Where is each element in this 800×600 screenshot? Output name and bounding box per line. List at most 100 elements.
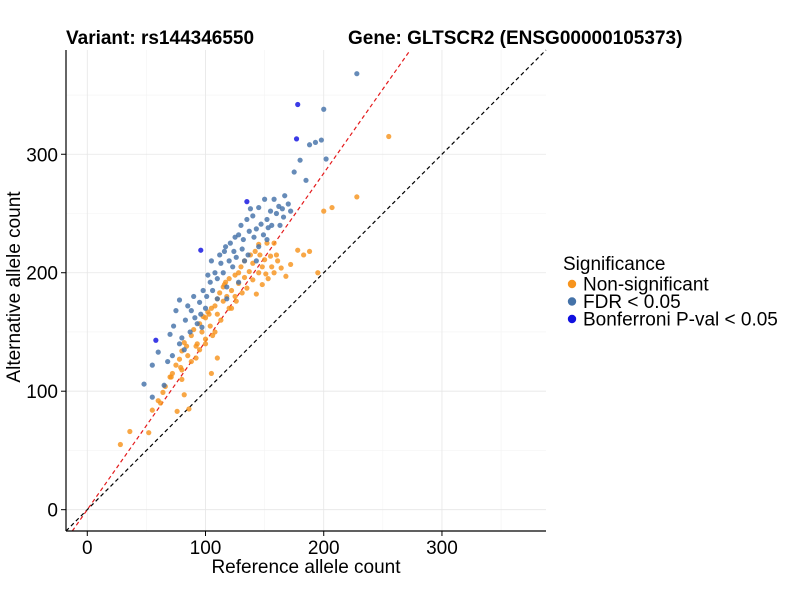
point-non-significant	[265, 276, 271, 282]
point-non-significant	[146, 430, 152, 436]
point-fdr-0-05	[323, 156, 329, 162]
point-fdr-0-05	[192, 315, 198, 321]
point-non-significant	[271, 240, 277, 246]
point-fdr-0-05	[297, 157, 303, 163]
point-non-significant	[173, 362, 179, 368]
chart-title-gene: Gene: GLTSCR2 (ENSG00000105373)	[348, 28, 682, 49]
legend-key-fdr-0-05	[567, 297, 577, 306]
point-non-significant	[228, 287, 235, 294]
point-fdr-0-05	[251, 234, 257, 240]
point-fdr-0-05	[210, 287, 216, 294]
point-non-significant	[267, 253, 274, 259]
point-fdr-0-05	[149, 362, 155, 368]
point-non-significant	[262, 257, 268, 263]
point-non-significant	[321, 208, 327, 214]
point-fdr-0-05	[236, 232, 242, 238]
point-non-significant	[288, 261, 294, 268]
point-fdr-0-05	[185, 303, 191, 309]
point-non-significant	[239, 290, 245, 296]
point-non-significant	[315, 270, 321, 276]
point-non-significant	[199, 329, 205, 335]
point-fdr-0-05	[200, 287, 206, 294]
point-fdr-0-05	[280, 214, 287, 220]
point-non-significant	[233, 298, 239, 304]
point-fdr-0-05	[155, 349, 161, 355]
x-tick-label: 100	[190, 538, 222, 559]
point-non-significant	[185, 353, 191, 359]
point-non-significant	[263, 271, 269, 277]
legend-key-non-significant	[567, 279, 577, 289]
point-non-significant	[354, 194, 360, 200]
point-fdr-0-05	[214, 296, 220, 302]
point-fdr-0-05	[161, 382, 167, 388]
point-fdr-0-05	[167, 331, 173, 337]
point-bonferroni-p-val-0-05	[244, 199, 250, 205]
point-fdr-0-05	[173, 308, 179, 314]
point-fdr-0-05	[223, 244, 229, 250]
point-fdr-0-05	[224, 284, 230, 290]
point-non-significant	[202, 336, 209, 342]
point-non-significant	[206, 311, 212, 317]
point-fdr-0-05	[267, 208, 274, 214]
point-non-significant	[196, 347, 203, 353]
point-fdr-0-05	[227, 240, 233, 246]
point-non-significant	[253, 291, 259, 297]
point-non-significant	[149, 407, 155, 413]
point-fdr-0-05	[354, 71, 360, 77]
point-fdr-0-05	[279, 206, 285, 212]
point-fdr-0-05	[230, 264, 236, 270]
point-fdr-0-05	[191, 293, 197, 300]
point-fdr-0-05	[149, 394, 155, 400]
point-non-significant	[228, 305, 235, 311]
point-non-significant	[271, 270, 277, 276]
point-fdr-0-05	[264, 236, 270, 243]
point-fdr-0-05	[269, 222, 275, 228]
point-non-significant	[193, 355, 199, 361]
point-fdr-0-05	[217, 252, 223, 258]
point-non-significant	[259, 264, 265, 270]
point-fdr-0-05	[245, 252, 251, 258]
point-fdr-0-05	[236, 279, 242, 285]
point-fdr-0-05	[282, 193, 288, 199]
point-fdr-0-05	[271, 196, 277, 202]
point-fdr-0-05	[169, 353, 176, 359]
point-fdr-0-05	[233, 254, 239, 260]
point-fdr-0-05	[205, 272, 211, 278]
point-fdr-0-05	[196, 299, 203, 305]
point-non-significant	[306, 248, 313, 255]
y-tick-label: 300	[26, 145, 58, 166]
point-non-significant	[329, 204, 335, 211]
point-fdr-0-05	[247, 206, 254, 212]
point-non-significant	[273, 252, 280, 258]
legend-label-fdr-0-05: FDR < 0.05	[583, 292, 681, 313]
point-non-significant	[188, 358, 194, 365]
point-non-significant	[241, 274, 248, 281]
point-fdr-0-05	[238, 222, 244, 228]
legend-label-non-significant: Non-significant	[583, 275, 709, 296]
point-non-significant	[264, 240, 270, 246]
y-tick-label: 200	[26, 264, 58, 285]
point-fdr-0-05	[241, 258, 248, 264]
point-fdr-0-05	[214, 276, 220, 282]
point-non-significant	[218, 317, 224, 323]
point-fdr-0-05	[218, 260, 224, 266]
point-fdr-0-05	[277, 222, 283, 228]
point-fdr-0-05	[246, 228, 252, 234]
point-non-significant	[246, 268, 252, 275]
point-non-significant	[168, 374, 174, 380]
point-fdr-0-05	[165, 358, 171, 365]
point-non-significant	[207, 323, 213, 329]
axes: 0 100 200 300 0 100 200 300	[26, 50, 546, 559]
point-fdr-0-05	[202, 305, 209, 311]
point-fdr-0-05	[204, 293, 210, 300]
point-non-significant	[250, 277, 256, 283]
point-fdr-0-05	[226, 258, 232, 264]
point-fdr-0-05	[321, 106, 327, 112]
point-non-significant	[202, 315, 209, 321]
point-fdr-0-05	[187, 329, 193, 335]
y-tick-label: 0	[47, 501, 58, 522]
point-fdr-0-05	[250, 213, 256, 219]
point-fdr-0-05	[285, 201, 291, 207]
point-non-significant	[236, 270, 242, 276]
point-fdr-0-05	[258, 221, 264, 227]
